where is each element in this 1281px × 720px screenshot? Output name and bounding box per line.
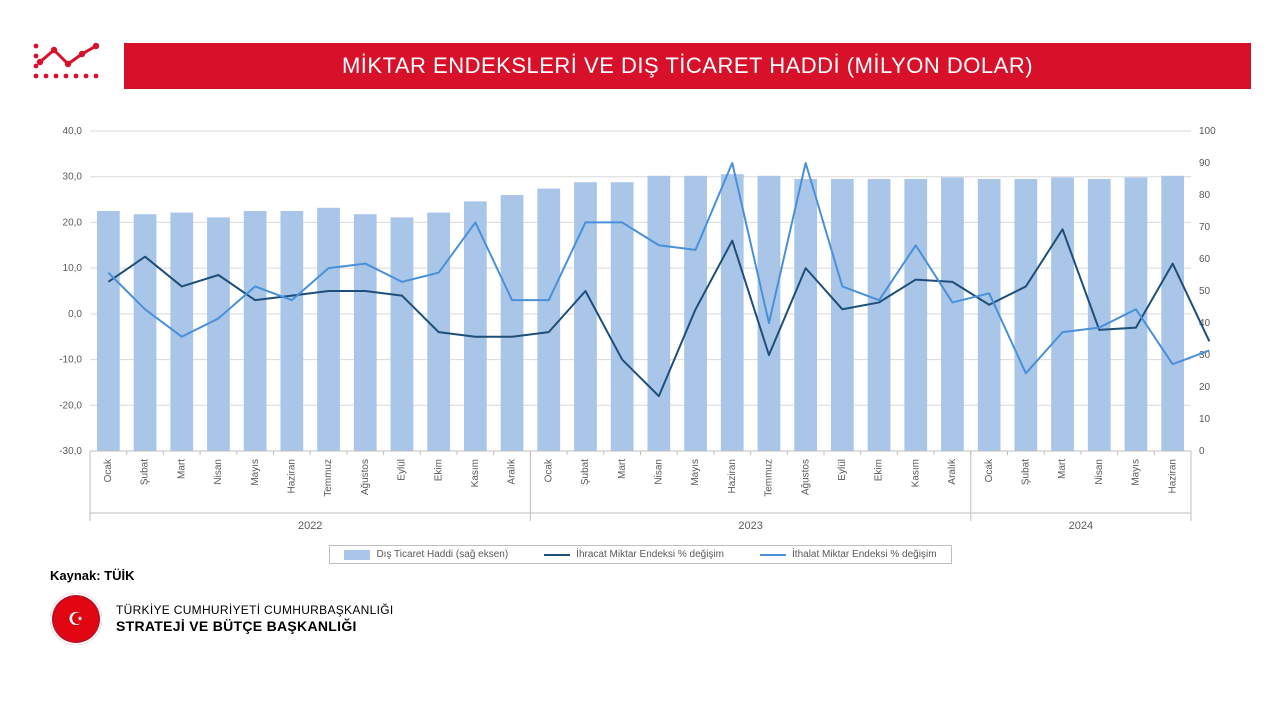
svg-text:2023: 2023: [738, 520, 762, 532]
svg-text:Mart: Mart: [176, 459, 187, 479]
svg-text:Ocak: Ocak: [103, 458, 114, 482]
svg-text:60: 60: [1199, 254, 1211, 265]
svg-text:-20,0: -20,0: [59, 400, 82, 411]
source-name: TÜİK: [104, 568, 134, 583]
svg-text:Şubat: Şubat: [1020, 459, 1031, 485]
svg-text:Eylül: Eylül: [397, 459, 408, 481]
combo-chart: -30,0-20,0-10,00,010,020,030,040,0010203…: [40, 121, 1241, 541]
legend-swatch-bar-icon: [344, 550, 370, 560]
svg-text:40,0: 40,0: [63, 126, 83, 137]
svg-text:Mart: Mart: [1057, 459, 1068, 479]
svg-text:Mart: Mart: [617, 459, 628, 479]
legend-swatch-line-icon: [760, 554, 786, 556]
svg-text:Ocak: Ocak: [984, 458, 995, 482]
page-title: MİKTAR ENDEKSLERİ VE DIŞ TİCARET HADDİ (…: [124, 43, 1251, 89]
chart-container: -30,0-20,0-10,00,010,020,030,040,0010203…: [40, 121, 1241, 541]
legend-label: İthalat Miktar Endeksi % değişim: [792, 549, 937, 560]
presidency-seal-icon: ☪: [50, 593, 102, 645]
svg-text:Ağustos: Ağustos: [800, 459, 811, 495]
legend-item: İthalat Miktar Endeksi % değişim: [760, 549, 937, 560]
svg-text:Ağustos: Ağustos: [360, 459, 371, 495]
svg-text:80: 80: [1199, 190, 1211, 201]
svg-text:20,0: 20,0: [63, 217, 83, 228]
chart-legend: Dış Ticaret Haddi (sağ eksen) İhracat Mik…: [329, 545, 951, 564]
svg-text:Ekim: Ekim: [433, 459, 444, 481]
svg-text:10,0: 10,0: [63, 263, 83, 274]
footer-org: ☪ TÜRKİYE CUMHURİYETİ CUMHURBAŞKANLIĞI S…: [0, 583, 1281, 645]
svg-text:Temmuz: Temmuz: [323, 459, 334, 497]
svg-text:50: 50: [1199, 286, 1211, 297]
svg-text:-30,0: -30,0: [59, 446, 82, 457]
legend-label: Dış Ticaret Haddi (sağ eksen): [376, 549, 508, 560]
legend-item: Dış Ticaret Haddi (sağ eksen): [344, 549, 508, 560]
org-line1: TÜRKİYE CUMHURİYETİ CUMHURBAŞKANLIĞI: [116, 603, 394, 617]
svg-text:Mayıs: Mayıs: [1131, 459, 1142, 486]
svg-text:Nisan: Nisan: [653, 459, 664, 485]
svg-text:Mayıs: Mayıs: [690, 459, 701, 486]
svg-text:70: 70: [1199, 222, 1211, 233]
svg-text:10: 10: [1199, 414, 1211, 425]
svg-text:Mayıs: Mayıs: [250, 459, 261, 486]
svg-text:Nisan: Nisan: [1094, 459, 1105, 485]
svg-text:Ekim: Ekim: [874, 459, 885, 481]
source-prefix: Kaynak:: [50, 568, 101, 583]
svg-text:90: 90: [1199, 158, 1211, 169]
svg-text:Haziran: Haziran: [286, 459, 297, 493]
svg-text:Şubat: Şubat: [140, 459, 151, 485]
svg-text:Haziran: Haziran: [727, 459, 738, 493]
chart-icon: [30, 40, 100, 91]
svg-text:0: 0: [1199, 446, 1205, 457]
source-label: Kaynak: TÜİK: [0, 564, 1281, 583]
svg-text:2022: 2022: [298, 520, 322, 532]
header-row: MİKTAR ENDEKSLERİ VE DIŞ TİCARET HADDİ (…: [0, 0, 1281, 91]
svg-text:Ocak: Ocak: [543, 458, 554, 482]
svg-text:2024: 2024: [1069, 520, 1093, 532]
svg-text:Aralık: Aralık: [507, 458, 518, 485]
svg-text:Haziran: Haziran: [1167, 459, 1178, 493]
svg-text:20: 20: [1199, 382, 1211, 393]
legend-item: İhracat Miktar Endeksi % değişim: [544, 549, 724, 560]
svg-text:0,0: 0,0: [68, 309, 82, 320]
svg-text:Aralık: Aralık: [947, 458, 958, 485]
svg-text:100: 100: [1199, 126, 1216, 137]
org-text: TÜRKİYE CUMHURİYETİ CUMHURBAŞKANLIĞI STR…: [116, 603, 394, 634]
legend-swatch-line-icon: [544, 554, 570, 556]
svg-text:Kasım: Kasım: [910, 459, 921, 487]
legend-label: İhracat Miktar Endeksi % değişim: [576, 549, 724, 560]
svg-text:30,0: 30,0: [63, 172, 83, 183]
svg-text:Nisan: Nisan: [213, 459, 224, 485]
svg-text:Temmuz: Temmuz: [764, 459, 775, 497]
org-line2: STRATEJİ VE BÜTÇE BAŞKANLIĞI: [116, 618, 394, 635]
svg-text:-10,0: -10,0: [59, 355, 82, 366]
svg-text:Kasım: Kasım: [470, 459, 481, 487]
svg-text:Eylül: Eylül: [837, 459, 848, 481]
svg-text:Şubat: Şubat: [580, 459, 591, 485]
